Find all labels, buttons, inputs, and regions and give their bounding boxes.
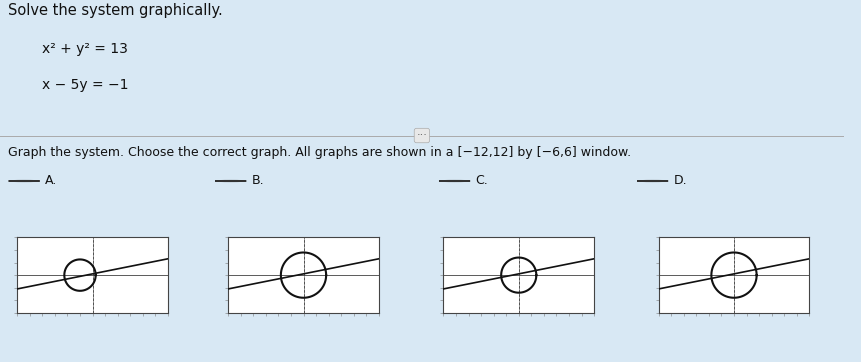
Text: D.: D. xyxy=(673,174,687,188)
Text: ···: ··· xyxy=(417,131,427,140)
Text: x − 5y = −1: x − 5y = −1 xyxy=(42,78,128,92)
Text: B.: B. xyxy=(251,174,264,188)
Text: x² + y² = 13: x² + y² = 13 xyxy=(42,42,128,56)
Text: C.: C. xyxy=(475,174,488,188)
Text: Solve the system graphically.: Solve the system graphically. xyxy=(9,4,223,18)
Text: Graph the system. Choose the correct graph. All graphs are shown in a [−12,12] b: Graph the system. Choose the correct gra… xyxy=(9,146,632,159)
Text: A.: A. xyxy=(45,174,57,188)
